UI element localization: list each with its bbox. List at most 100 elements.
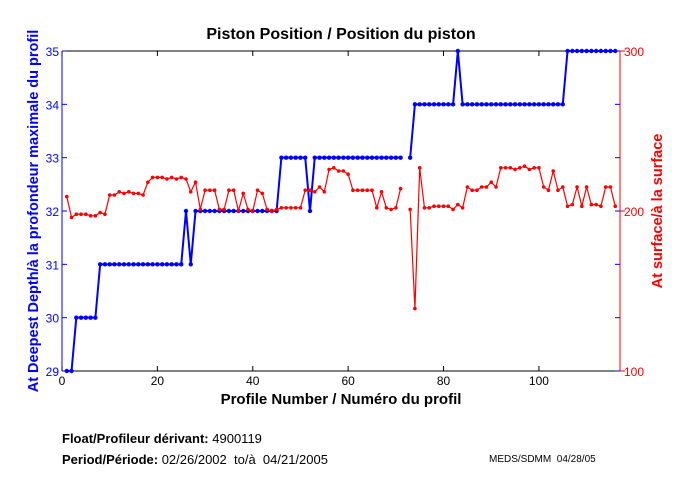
data-point-deepest-depth — [145, 262, 151, 267]
data-point-surface — [594, 202, 598, 207]
data-point-surface — [160, 175, 164, 180]
data-point-deepest-depth — [97, 262, 103, 267]
data-point-deepest-depth — [503, 102, 508, 107]
data-point-surface — [427, 206, 432, 210]
data-point-surface — [422, 206, 427, 210]
data-point-deepest-depth — [121, 262, 127, 267]
data-point-deepest-depth — [102, 262, 108, 267]
data-point-surface — [456, 202, 460, 207]
data-point-deepest-depth — [441, 102, 446, 107]
data-point-deepest-depth — [288, 155, 294, 160]
data-point-deepest-depth — [613, 48, 618, 54]
y-axis-label-right: At surface/à la surface — [650, 134, 666, 289]
data-point-surface — [165, 177, 169, 181]
data-point-deepest-depth — [469, 102, 475, 107]
data-point-surface — [556, 188, 560, 192]
data-point-surface — [351, 188, 355, 192]
data-point-surface — [231, 188, 236, 192]
x-axis-label: Profile Number / Numéro du profil — [221, 391, 462, 408]
data-point-deepest-depth — [207, 208, 213, 214]
data-point-deepest-depth — [527, 102, 532, 107]
data-point-deepest-depth — [226, 208, 232, 214]
data-point-deepest-depth — [212, 208, 217, 214]
data-point-surface — [64, 194, 69, 199]
data-point-surface — [193, 180, 198, 184]
data-point-surface — [141, 193, 145, 197]
data-point-surface — [460, 206, 465, 210]
data-point-deepest-depth — [493, 102, 499, 107]
data-point-deepest-depth — [345, 155, 351, 160]
data-point-surface — [107, 193, 112, 197]
float-info: Float/Profileur dérivant: 4900119 — [62, 431, 262, 446]
data-point-deepest-depth — [159, 262, 165, 267]
float-value: 4900119 — [212, 431, 262, 446]
data-point-deepest-depth — [388, 155, 394, 160]
data-point-deepest-depth — [183, 208, 189, 214]
data-point-surface — [589, 202, 594, 207]
data-point-deepest-depth — [570, 48, 575, 54]
data-point-deepest-depth — [179, 262, 184, 267]
data-point-deepest-depth — [78, 315, 84, 320]
data-point-surface — [508, 166, 513, 170]
data-point-deepest-depth — [555, 102, 561, 107]
data-point-surface — [370, 188, 374, 192]
data-point-deepest-depth — [374, 155, 379, 160]
data-point-deepest-depth — [150, 262, 155, 267]
data-point-surface — [532, 166, 536, 170]
x-tick-label: 40 — [246, 374, 260, 388]
data-point-surface — [131, 191, 136, 196]
data-point-deepest-depth — [551, 102, 556, 107]
data-point-deepest-depth — [231, 208, 236, 214]
y-right-tick-label: 300 — [624, 45, 644, 59]
data-point-surface — [355, 188, 360, 192]
data-point-deepest-depth — [193, 208, 198, 214]
data-point-surface — [484, 185, 489, 189]
data-point-surface — [270, 209, 274, 213]
data-point-deepest-depth — [407, 155, 413, 160]
data-point-deepest-depth — [350, 155, 356, 160]
data-point-surface — [174, 177, 179, 181]
data-point-surface — [279, 206, 284, 210]
data-point-deepest-depth — [560, 102, 565, 107]
data-point-deepest-depth — [188, 262, 193, 267]
data-point-surface — [303, 188, 308, 192]
data-point-deepest-depth — [117, 262, 122, 267]
data-point-deepest-depth — [541, 102, 546, 107]
data-point-surface — [575, 185, 579, 189]
data-point-surface — [479, 185, 484, 189]
data-point-surface — [465, 185, 470, 189]
data-point-surface — [498, 166, 503, 170]
data-point-surface — [551, 169, 556, 173]
data-point-surface — [293, 206, 298, 210]
data-point-surface — [136, 191, 141, 196]
data-point-surface — [441, 204, 446, 208]
data-point-deepest-depth — [136, 262, 141, 267]
data-point-deepest-depth — [427, 102, 432, 107]
data-point-deepest-depth — [593, 48, 599, 54]
data-point-deepest-depth — [83, 315, 89, 320]
data-point-surface — [69, 215, 74, 220]
data-point-deepest-depth — [341, 155, 346, 160]
data-point-deepest-depth — [393, 155, 399, 160]
data-point-surface — [93, 214, 98, 218]
data-point-deepest-depth — [241, 208, 246, 214]
data-point-deepest-depth — [369, 155, 375, 160]
data-point-surface — [608, 185, 613, 189]
data-point-surface — [74, 212, 79, 216]
data-point-surface — [494, 185, 498, 189]
data-point-deepest-depth — [584, 48, 589, 54]
data-point-surface — [394, 206, 398, 210]
data-point-deepest-depth — [303, 155, 308, 160]
data-point-surface — [332, 166, 336, 170]
data-point-surface — [150, 175, 155, 180]
data-point-surface — [212, 188, 217, 192]
y-right-tick-label: 100 — [624, 365, 644, 379]
y-left-tick-label: 30 — [46, 312, 60, 326]
y-left-tick-label: 33 — [46, 152, 60, 166]
data-point-deepest-depth — [455, 48, 461, 54]
period-info: Period/Période: 02/26/2002 to/à 04/21/20… — [62, 452, 328, 467]
data-point-deepest-depth — [331, 155, 337, 160]
data-point-surface — [146, 180, 150, 184]
y-left-tick-label: 29 — [46, 365, 60, 379]
data-point-deepest-depth — [598, 48, 604, 54]
